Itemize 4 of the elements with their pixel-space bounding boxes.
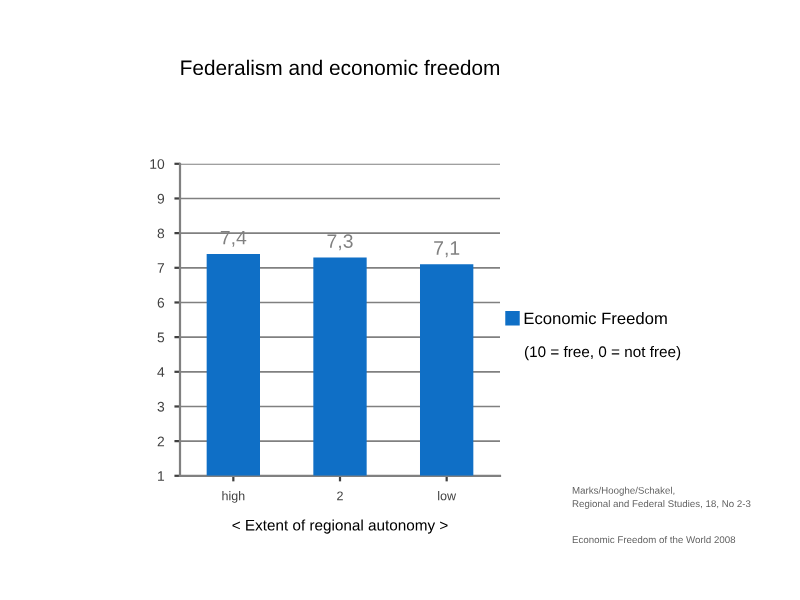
chart-title: Federalism and economic freedom [181, 59, 500, 76]
data-label: 7,3 [327, 234, 353, 251]
data-label: 7,1 [434, 241, 460, 258]
legend-label: Economic Freedom [524, 312, 667, 325]
